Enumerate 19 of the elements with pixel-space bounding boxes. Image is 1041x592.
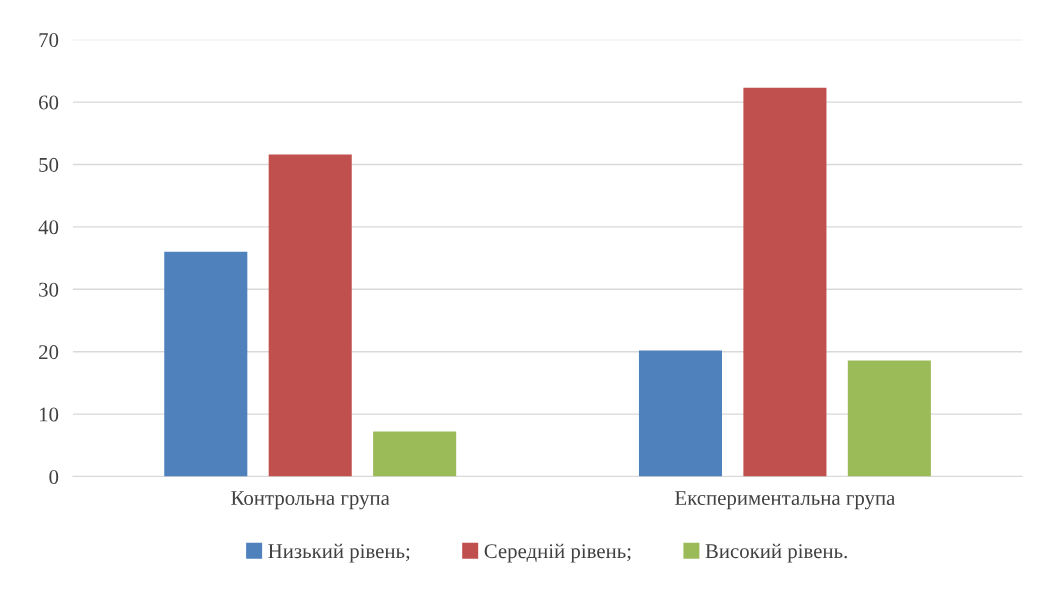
y-tick-label: 20 — [39, 345, 59, 360]
legend-label: Низький рівень; — [268, 543, 410, 563]
legend-label: Високий рівень. — [705, 543, 847, 563]
legend-label: Середній рівень; — [484, 543, 631, 563]
y-tick-label: 40 — [38, 220, 59, 235]
y-tick-label: 50 — [39, 157, 59, 172]
y-tick-label: 30 — [39, 282, 59, 297]
y-tick-label: 10 — [39, 407, 59, 422]
y-tick-label: 60 — [39, 95, 59, 110]
x-tick-label: Контрольна група — [231, 491, 390, 510]
x-tick-label: Експериментальна група — [675, 491, 896, 510]
bar — [743, 87, 827, 477]
y-tick-label: 70 — [39, 33, 59, 48]
bar — [268, 154, 352, 477]
bar — [847, 360, 931, 477]
y-tick-label: 0 — [49, 469, 59, 484]
bar — [638, 350, 723, 477]
bar — [164, 251, 248, 477]
bar — [373, 431, 457, 477]
